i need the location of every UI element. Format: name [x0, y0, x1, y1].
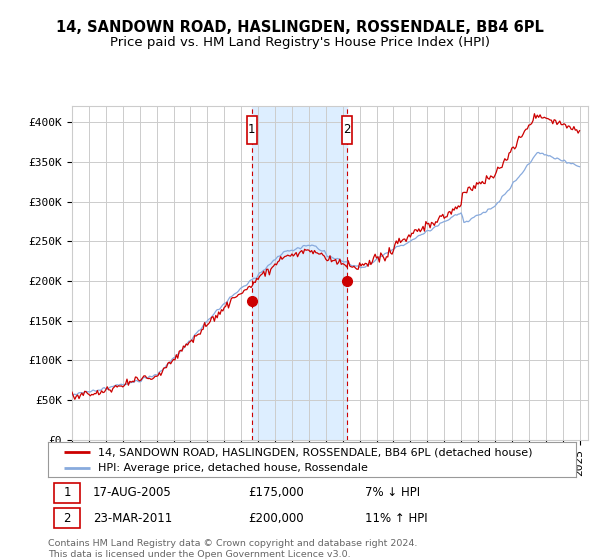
Text: £200,000: £200,000	[248, 512, 304, 525]
Text: Contains HM Land Registry data © Crown copyright and database right 2024.
This d: Contains HM Land Registry data © Crown c…	[48, 539, 418, 559]
Text: 23-MAR-2011: 23-MAR-2011	[93, 512, 172, 525]
Bar	[252, 106, 347, 440]
Text: 1: 1	[63, 486, 71, 500]
Text: Price paid vs. HM Land Registry's House Price Index (HPI): Price paid vs. HM Land Registry's House …	[110, 36, 490, 49]
Text: 14, SANDOWN ROAD, HASLINGDEN, ROSSENDALE, BB4 6PL (detached house): 14, SANDOWN ROAD, HASLINGDEN, ROSSENDALE…	[98, 447, 533, 457]
Text: HPI: Average price, detached house, Rossendale: HPI: Average price, detached house, Ross…	[98, 464, 368, 473]
Text: 1: 1	[248, 123, 256, 136]
Text: 17-AUG-2005: 17-AUG-2005	[93, 486, 172, 500]
Text: 14, SANDOWN ROAD, HASLINGDEN, ROSSENDALE, BB4 6PL: 14, SANDOWN ROAD, HASLINGDEN, ROSSENDALE…	[56, 20, 544, 35]
Text: 11% ↑ HPI: 11% ↑ HPI	[365, 512, 427, 525]
Text: 2: 2	[63, 512, 71, 525]
Bar	[247, 116, 257, 144]
Text: 2: 2	[343, 123, 350, 136]
Bar	[55, 483, 80, 503]
Bar	[55, 508, 80, 528]
Text: 7% ↓ HPI: 7% ↓ HPI	[365, 486, 420, 500]
Text: £175,000: £175,000	[248, 486, 304, 500]
Bar	[341, 116, 352, 144]
